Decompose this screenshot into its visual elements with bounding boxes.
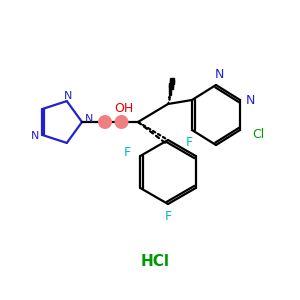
- Text: HCl: HCl: [140, 254, 169, 269]
- Text: N: N: [64, 91, 72, 101]
- Text: F: F: [124, 146, 131, 160]
- Circle shape: [98, 115, 112, 129]
- Text: N: N: [85, 114, 93, 124]
- Text: N: N: [31, 131, 39, 141]
- Text: OH: OH: [114, 103, 134, 116]
- Text: N: N: [245, 94, 255, 106]
- Text: F: F: [164, 211, 172, 224]
- Text: N: N: [214, 68, 224, 82]
- Text: F: F: [185, 136, 193, 148]
- Circle shape: [115, 115, 128, 129]
- Text: Cl: Cl: [252, 128, 264, 142]
